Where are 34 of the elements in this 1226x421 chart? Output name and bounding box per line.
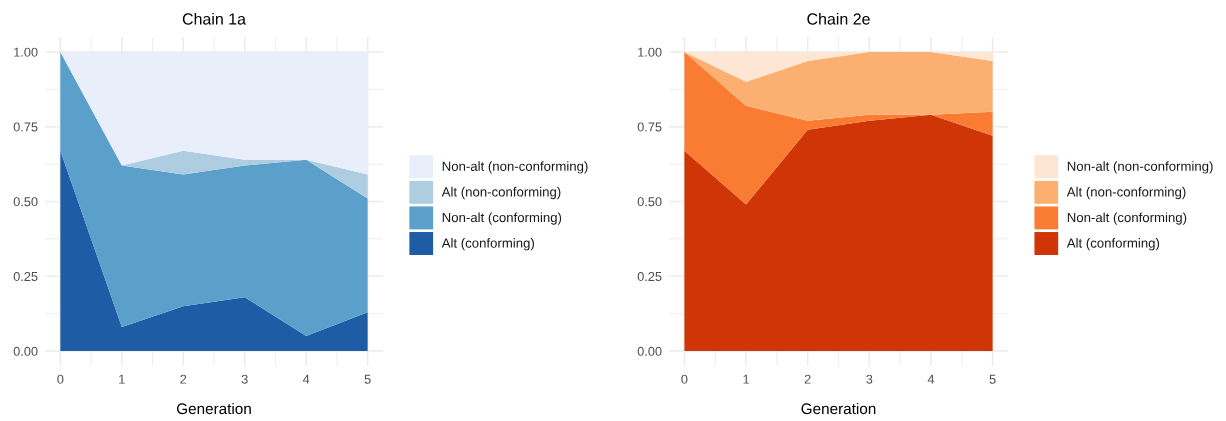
- x-axis-title: Generation: [176, 402, 251, 415]
- y-tick-label: 0.50: [13, 197, 38, 207]
- y-tick-label: 0.75: [13, 122, 38, 132]
- y-tick-label: 0.00: [637, 346, 662, 356]
- legend-label: Non-alt (non-conforming): [442, 161, 588, 174]
- x-tick-label: 0: [681, 374, 688, 384]
- legend-label: Alt (non-conforming): [1066, 186, 1186, 200]
- y-tick-label: 0.25: [637, 271, 662, 282]
- x-tick-label: 5: [989, 374, 996, 384]
- x-tick-label: 1: [119, 374, 125, 384]
- legend-label: Alt (conforming): [441, 238, 534, 251]
- legend-label: Non-alt (non-conforming): [1067, 161, 1213, 174]
- chart-title: Chain 1a: [182, 12, 246, 25]
- legend-label: Alt (non-conforming): [441, 186, 561, 200]
- chart-title: Chain 2e: [807, 12, 870, 25]
- y-tick-label: 0.75: [637, 122, 662, 132]
- y-tick-label: 1.00: [14, 47, 38, 57]
- x-tick-label: 3: [241, 374, 248, 384]
- legend-label: Non-alt (conforming): [1067, 212, 1187, 225]
- x-tick-label: 5: [364, 374, 371, 384]
- x-tick-label: 2: [180, 374, 187, 384]
- x-tick-label: 1: [743, 374, 749, 384]
- x-tick-label: 0: [57, 374, 64, 384]
- x-tick-label: 4: [927, 374, 935, 384]
- y-tick-label: 0.00: [13, 346, 38, 356]
- x-tick-label: 2: [804, 374, 811, 384]
- legend-label: Non-alt (conforming): [442, 212, 562, 225]
- x-axis-title: Generation: [801, 402, 876, 415]
- y-tick-label: 0.25: [13, 271, 38, 282]
- legend-label: Alt (conforming): [1066, 238, 1160, 251]
- x-tick-label: 3: [866, 374, 873, 384]
- y-tick-label: 0.50: [637, 197, 662, 207]
- y-tick-label: 1.00: [638, 47, 662, 57]
- x-tick-label: 4: [302, 374, 310, 384]
